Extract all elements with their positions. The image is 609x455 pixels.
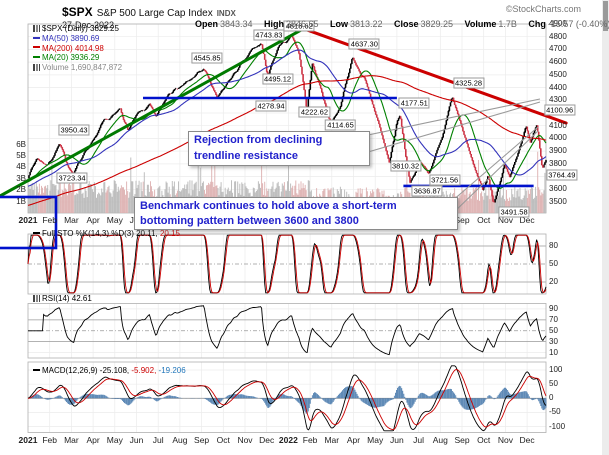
legend-ma50-label: MA(50) 3890.69 [42, 33, 100, 43]
chg-label: Chg [528, 19, 546, 29]
legend-volume-label: Volume 1,690,847,872 [42, 63, 123, 73]
scrollbar-track[interactable] [602, 0, 609, 455]
stoch-legend-d-value: 20.15 [159, 229, 181, 238]
stoch-legend: Full STO %K(14,3) %D(3) 20.11, 20.15 [33, 229, 180, 239]
open-label: Open [195, 19, 219, 29]
watermark: ©StockCharts.com [505, 4, 581, 14]
legend-ma20-label: MA(20) 3936.29 [42, 53, 100, 63]
ma50-swatch-icon [33, 36, 40, 39]
callout-rejection: Rejection from declining trendline resis… [188, 131, 370, 166]
macd-legend-hist-value: -19.206 [158, 366, 186, 375]
rsi-legend: RSI(14) 42.61 [33, 294, 92, 304]
macd-legend: MACD(12,26,9) -25.108, -5.902, -19.206 [33, 366, 186, 376]
callout-benchmark: Benchmark continues to hold above a shor… [134, 197, 458, 230]
high-value: 3846.65 [286, 19, 319, 29]
high-label: High [264, 19, 285, 29]
symbol: $SPX [62, 5, 93, 19]
macd-legend-signal-value: -5.902, [131, 366, 157, 375]
symbol-name: S&P 500 Large Cap Index [96, 8, 213, 19]
low-label: Low [330, 19, 349, 29]
callout-rejection-line2: trendline resistance [194, 149, 298, 162]
rsi-legend-label: RSI(14) 42.61 [42, 294, 92, 303]
volume-value: 1.7B [498, 19, 517, 29]
legend-spx: $SPX (Daily) 3829.25 [33, 24, 122, 34]
volume-icon [33, 64, 40, 72]
callout-benchmark-line1: Benchmark continues to hold above a shor… [140, 200, 397, 212]
open-value: 3843.34 [220, 19, 253, 29]
scrollbar-thumb[interactable] [603, 1, 608, 31]
ma200-swatch-icon [33, 46, 40, 49]
stoch-legend-label: Full STO %K(14,3) %D(3) 20.11, [42, 229, 158, 238]
legend-ma200: MA(200) 4014.98 [33, 44, 122, 54]
legend-ma20: MA(20) 3936.29 [33, 53, 122, 63]
indicator-icon [33, 295, 40, 302]
close-label: Close [394, 19, 419, 29]
close-value: 3829.25 [420, 19, 454, 29]
legend-ma50: MA(50) 3890.69 [33, 34, 122, 44]
main-legend: $SPX (Daily) 3829.25 MA(50) 3890.69 MA(2… [33, 24, 122, 73]
volume-label: Volume [464, 19, 497, 29]
exchange-tag: INDX [216, 9, 236, 18]
quote-row: Open 3843.34 High 3846.65 Low 3813.22 Close… [188, 14, 609, 32]
ma20-swatch-icon [33, 56, 40, 59]
legend-volume: Volume 1,690,847,872 [33, 63, 122, 73]
macd-swatch-icon [33, 368, 40, 371]
chart-header: $SPX S&P 500 Large Cap Index INDX [62, 3, 236, 21]
candlestick-icon [33, 25, 40, 32]
callout-benchmark-line2: bottoming pattern between 3600 and 3800 [140, 214, 359, 227]
quote-date: 27-Dec-2022 [62, 15, 114, 33]
chg-value: -15.57 (-0.40%) [547, 19, 609, 29]
legend-spx-label: $SPX (Daily) 3829.25 [42, 24, 119, 33]
date-label: 27-Dec-2022 [62, 20, 115, 30]
macd-legend-label: MACD(12,26,9) -25.108, [42, 366, 130, 375]
callout-rejection-line1: Rejection from declining [194, 134, 323, 146]
low-value: 3813.22 [350, 19, 383, 29]
legend-ma200-label: MA(200) 4014.98 [42, 43, 104, 53]
stoch-swatch-icon [33, 231, 40, 234]
